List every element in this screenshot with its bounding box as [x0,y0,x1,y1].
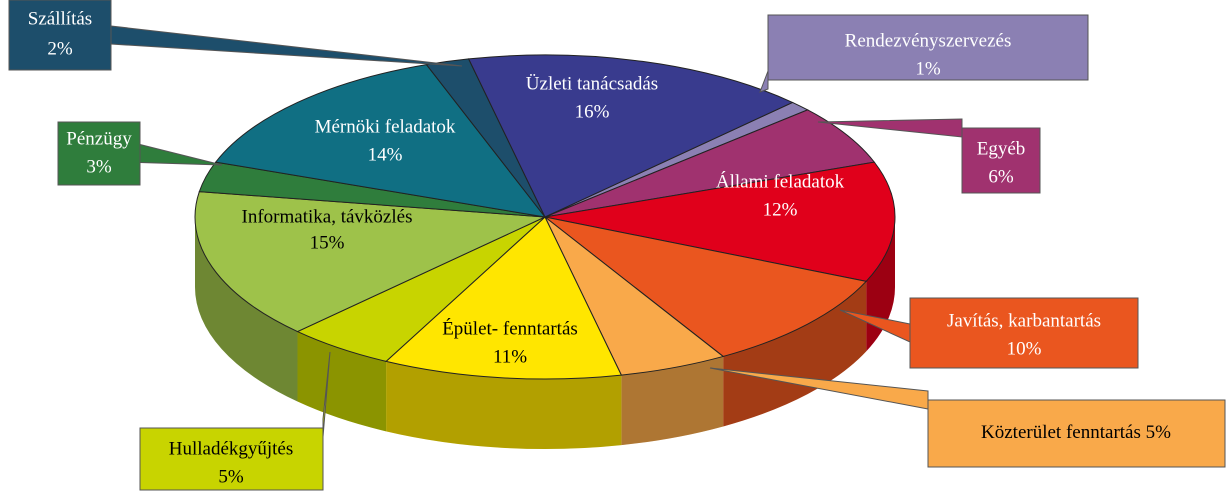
slice [544,161,896,282]
slice-side-shade [723,281,867,427]
value-label: 14% [368,144,403,165]
slice-side-shade [386,361,622,449]
slice [544,109,876,218]
category-label: Hulladékgyűjtés [169,438,294,459]
slice-side [621,356,724,446]
callout-box [57,121,141,186]
value-label: 12% [763,199,798,220]
slice [214,64,547,218]
callout-box [961,127,1041,194]
value-label: 5% [218,466,244,487]
category-label: Pénzügy [66,128,132,149]
slice-side [195,217,298,402]
value-label: 1% [915,58,941,79]
slice-side [723,281,867,427]
slice-side-shade [297,331,387,432]
callout-pointer [759,70,769,93]
category-label: Informatika, távközlés [242,206,413,227]
category-label: Üzleti tanácsadás [526,73,658,94]
category-label: Állami feladatok [716,170,845,192]
category-label: Mérnöki feladatok [315,116,456,137]
callout-pointer [139,143,223,166]
callout-box [139,427,324,491]
callout-box [909,297,1139,369]
slice-side-shade [195,217,298,402]
value-label: 5% [1146,422,1172,443]
callout-box [8,0,112,71]
callout-pointer [110,25,463,67]
slice [385,216,623,380]
callout-box [767,14,1089,81]
value-label: 11% [493,346,527,367]
category-label: Egyéb [977,138,1026,159]
category-label: Rendezvényszervezés [845,30,1012,51]
slice-side [386,361,622,449]
slice-label: Közterület fenntartás 5% [981,422,1171,443]
category-label: Épület- fenntartás [442,317,578,339]
value-label: 10% [1007,338,1042,359]
value-label: 3% [86,156,112,177]
value-label: 6% [988,166,1014,187]
slice [544,216,868,357]
slice-side [297,331,387,432]
slice-side-shade [621,356,724,446]
category-label: Közterület fenntartás [981,422,1141,443]
category-label: Javítás, karbantartás [947,310,1101,331]
callout-box [927,399,1226,468]
value-label: 2% [47,38,73,59]
slice [194,191,547,333]
value-label: 16% [575,101,610,122]
category-label: Szállítás [28,8,92,29]
value-label: 15% [310,232,345,253]
